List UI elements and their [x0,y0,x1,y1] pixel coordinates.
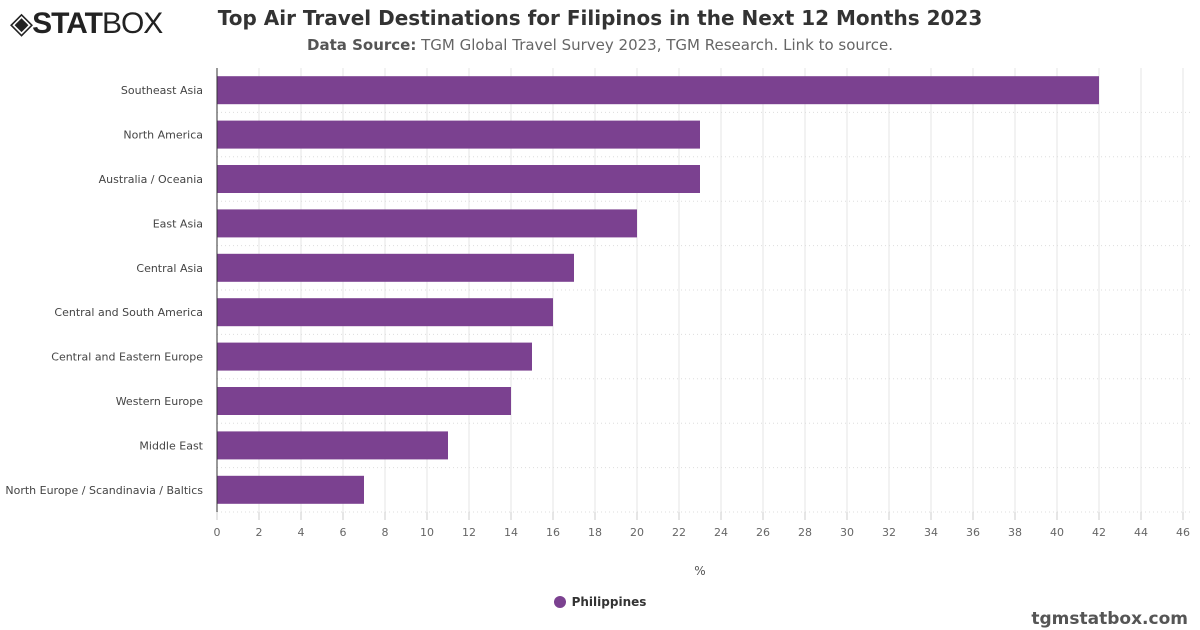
footer-site: tgmstatbox.com [1031,609,1188,629]
x-tick-label: 14 [504,526,518,539]
bar [217,253,574,282]
bar [217,475,364,504]
x-tick-label: 44 [1134,526,1148,539]
category-label: Australia / Oceania [99,173,203,186]
x-tick-label: 22 [672,526,686,539]
legend-marker [553,596,566,608]
category-label: Southeast Asia [121,84,203,97]
category-label: North Europe / Scandinavia / Baltics [5,484,203,497]
x-tick-label: 0 [214,526,221,539]
category-label: East Asia [153,217,203,230]
x-tick-label: 42 [1092,526,1106,539]
x-tick-label: 18 [588,526,602,539]
x-tick-label: 30 [840,526,854,539]
x-tick-label: 38 [1008,526,1022,539]
x-axis-title: % [694,564,705,578]
legend[interactable]: Philippines [0,595,1200,609]
x-tick-label: 36 [966,526,980,539]
x-tick-label: 2 [256,526,263,539]
category-label: Central and South America [54,306,203,319]
category-label: North America [123,129,203,142]
x-tick-label: 12 [462,526,476,539]
category-label: Central and Eastern Europe [51,351,203,364]
x-tick-label: 40 [1050,526,1064,539]
x-tick-label: 32 [882,526,896,539]
category-label: Central Asia [136,262,203,275]
x-tick-label: 6 [340,526,347,539]
bar [217,209,637,238]
chart-subtitle[interactable]: Data Source: TGM Global Travel Survey 20… [0,36,1200,54]
bar [217,342,532,371]
x-tick-label: 4 [298,526,305,539]
category-label: Western Europe [116,395,204,408]
x-tick-label: 24 [714,526,728,539]
x-tick-label: 20 [630,526,644,539]
bar [217,387,511,415]
legend-label: Philippines [571,595,647,609]
bar [217,120,700,149]
x-tick-label: 46 [1176,526,1190,539]
x-tick-label: 10 [420,526,434,539]
chart-title: Top Air Travel Destinations for Filipino… [217,6,983,30]
x-tick-label: 16 [546,526,560,539]
x-tick-label: 26 [756,526,770,539]
bar [217,76,1099,105]
category-label: Middle East [139,439,203,452]
source-label: Data Source: [307,36,417,54]
bar-chart: 0 2 4 6 8 10 12 14 16 18 20 22 24 26 28 30 32 34 36 38 40 42 4… [5,68,1191,578]
x-tick-label: 28 [798,526,812,539]
statbox-logo: ◈STATBOX [10,7,163,40]
bar [217,298,553,327]
source-link[interactable]: TGM Global Travel Survey 2023, TGM Resea… [421,36,893,54]
x-tick-label: 34 [924,526,938,539]
bar [217,165,700,193]
bar [217,431,448,460]
x-tick-label: 8 [382,526,389,539]
